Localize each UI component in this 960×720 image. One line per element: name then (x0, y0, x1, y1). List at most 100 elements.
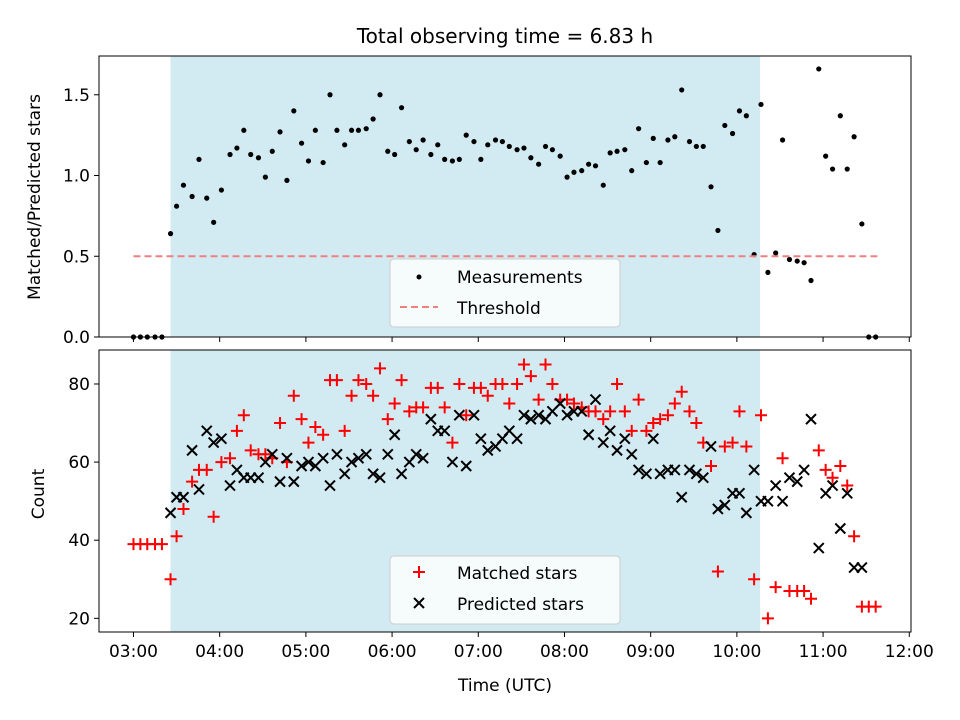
matched-stars-point (539, 358, 552, 371)
predicted-stars-point (360, 448, 372, 460)
predicted-stars-point (576, 405, 588, 418)
matched-stars-point (207, 510, 220, 523)
top-panel: 0.0 0.5 1.0 1.5 Total observing time = 6.83… (25, 24, 912, 348)
matched-stars-point (812, 444, 825, 457)
measurement-point (284, 177, 290, 183)
measurement-point (794, 258, 800, 264)
measurement-point (499, 138, 506, 145)
matched-stars-point (503, 397, 516, 410)
measurement-point (758, 101, 764, 108)
measurement-point (398, 105, 405, 111)
matched-stars-point (237, 409, 250, 422)
matched-stars-point (546, 377, 559, 390)
predicted-stars-point (834, 522, 847, 535)
predicted-stars-point (813, 542, 825, 554)
matched-stars-point (403, 405, 416, 418)
matched-stars-point (589, 405, 602, 418)
x-tick-label: 07:00 (454, 642, 503, 662)
predicted-stars-point (783, 472, 796, 484)
predicted-stars-point (177, 491, 190, 503)
measurement-point (385, 148, 391, 154)
matched-stars-point (611, 377, 624, 390)
matched-stars-point (352, 374, 365, 387)
measurement-point (722, 122, 728, 129)
top-x-ticks (132, 337, 910, 342)
measurement-point (413, 147, 419, 153)
measurement-point (291, 108, 297, 114)
matched-stars-point (711, 565, 724, 578)
measurement-point (506, 143, 512, 150)
x-tick-label: 10:00 (712, 642, 761, 662)
measurement-point (629, 168, 635, 174)
matched-stars-point (309, 420, 322, 433)
matched-stars-point (517, 358, 530, 371)
matched-stars-point (417, 401, 430, 414)
matched-stars-point (360, 377, 373, 390)
predicted-stars-point (769, 479, 782, 492)
predicted-stars-point (597, 436, 609, 449)
measurement-point (528, 155, 534, 161)
predicted-stars-point (367, 468, 379, 480)
predicted-stars-point (453, 409, 466, 421)
matched-stars-point (740, 440, 753, 453)
measurement-point (334, 127, 340, 133)
matched-stars-point (718, 440, 731, 453)
measurement-point (837, 113, 843, 119)
predicted-stars-point (640, 468, 653, 480)
matched-stars-point (647, 417, 660, 430)
top-y-ticks: 0.0 0.5 1.0 1.5 (63, 86, 99, 348)
predicted-stars-point (740, 507, 753, 519)
matched-stars-point (769, 581, 782, 594)
measurement-point (700, 143, 706, 150)
predicted-stars-point (733, 487, 746, 500)
matched-stars-point (683, 405, 696, 418)
measurement-point (521, 145, 527, 151)
predicted-stars-point (288, 475, 300, 488)
predicted-stars-point (338, 468, 351, 480)
matched-stars-point (367, 389, 380, 402)
measurement-point (211, 219, 217, 225)
measurement-point (672, 134, 678, 140)
x-tick-label: 09:00 (626, 642, 675, 662)
predicted-stars-point (647, 432, 659, 445)
matched-stars-point (524, 370, 537, 383)
predicted-stars-point (654, 468, 666, 480)
measurement-point (708, 184, 714, 190)
predicted-stars-point (619, 432, 631, 445)
measurement-point (686, 138, 693, 145)
matched-stars-point (748, 573, 761, 586)
matched-stars-point (460, 409, 473, 422)
measurement-point (586, 161, 592, 167)
bot-y-tick-label: 80 (68, 375, 90, 395)
measurement-point (456, 156, 462, 162)
predicted-stars-point (252, 472, 265, 484)
bottom-data-marks (127, 358, 882, 625)
predicted-stars-point (417, 452, 429, 464)
measurement-point (406, 138, 412, 145)
predicted-stars-point (317, 452, 329, 464)
measurement-point (650, 135, 656, 141)
predicted-stars-point (589, 393, 602, 406)
measurement-point (355, 127, 362, 133)
predicted-stars-point (532, 409, 545, 421)
predicted-stars-point (468, 409, 480, 421)
matched-stars-point (381, 413, 394, 426)
matched-stars-point (532, 393, 545, 406)
predicted-stars-point (669, 464, 681, 476)
measurement-point (377, 92, 383, 98)
measurement-point (305, 158, 312, 164)
matched-stars-point (164, 573, 177, 586)
matched-stars-point (819, 463, 832, 476)
legend-marker-predicted (413, 597, 425, 609)
predicted-stars-point (460, 460, 472, 472)
top-y-tick-label: 0.5 (63, 247, 90, 267)
measurement-point (765, 269, 771, 276)
matched-stars-point (654, 413, 667, 426)
matched-stars-point (690, 417, 703, 430)
x-tick-label: 12:00 (885, 642, 934, 662)
measurement-point (844, 166, 850, 172)
top-y-tick-label: 1.0 (63, 167, 90, 187)
predicted-stars-point (425, 413, 437, 425)
measurement-point (773, 250, 779, 256)
measurement-point (248, 151, 254, 158)
